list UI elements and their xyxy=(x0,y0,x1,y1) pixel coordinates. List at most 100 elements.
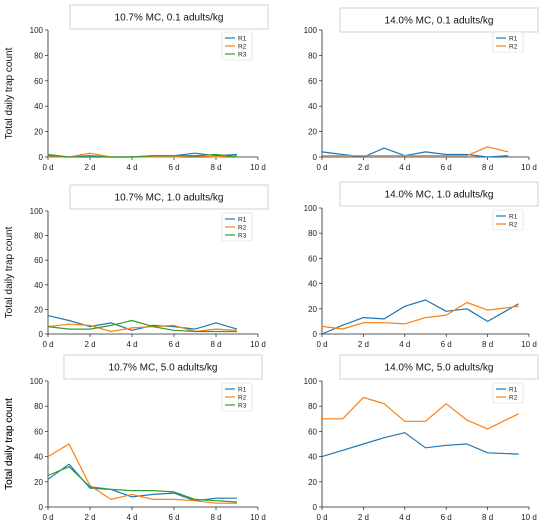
series-line-r2 xyxy=(321,301,519,330)
x-tick-label: 10 d xyxy=(521,340,537,349)
y-tick-label: 60 xyxy=(34,77,43,86)
x-tick-label: 2 d xyxy=(358,513,369,522)
x-tick-label: 10 d xyxy=(250,163,266,172)
legend-label: R2 xyxy=(238,394,247,401)
x-tick-label: 2 d xyxy=(84,340,95,349)
legend-label: R1 xyxy=(238,386,247,393)
y-tick-label: 40 xyxy=(34,453,43,462)
x-tick-label: 2 d xyxy=(358,340,369,349)
series-line-r2 xyxy=(322,396,519,430)
y-axis-label: Total daily trap count xyxy=(4,398,15,490)
x-tick-label: 4 d xyxy=(399,340,410,349)
legend-label: R3 xyxy=(238,232,247,239)
x-tick-label: 6 d xyxy=(168,340,179,349)
x-tick-label: 6 d xyxy=(168,513,179,522)
y-tick-label: 40 xyxy=(34,102,43,111)
y-tick-label: 20 xyxy=(308,305,317,314)
legend xyxy=(221,382,253,412)
x-tick-label: 0 d xyxy=(42,513,53,522)
legend-label: R1 xyxy=(509,386,518,393)
legend-label: R2 xyxy=(509,221,518,228)
legend-label: R3 xyxy=(238,51,247,58)
legend-label: R2 xyxy=(238,224,247,231)
chart-title: 14.0% MC, 1.0 adults/kg xyxy=(385,190,494,201)
y-tick-label: 60 xyxy=(308,427,317,436)
x-tick-label: 4 d xyxy=(399,163,410,172)
chart-title: 10.7% MC, 0.1 adults/kg xyxy=(115,13,224,24)
x-tick-label: 8 d xyxy=(210,163,221,172)
series-line-r3 xyxy=(47,319,237,333)
series-line-r2 xyxy=(47,443,237,504)
legend-label: R2 xyxy=(238,43,247,50)
x-tick-label: 10 d xyxy=(250,513,266,522)
legend-label: R2 xyxy=(509,394,518,401)
legend xyxy=(492,31,524,53)
y-tick-label: 40 xyxy=(308,280,317,289)
x-tick-label: 6 d xyxy=(441,513,452,522)
title-box xyxy=(63,354,263,380)
legend xyxy=(492,209,524,231)
x-tick-label: 0 d xyxy=(42,163,53,172)
y-tick-label: 60 xyxy=(34,256,43,265)
series-line-r1 xyxy=(321,432,519,458)
series-line-r1 xyxy=(321,299,519,335)
y-tick-label: 20 xyxy=(34,305,43,314)
x-tick-label: 8 d xyxy=(210,513,221,522)
y-tick-label: 0 xyxy=(39,503,44,512)
x-tick-label: 4 d xyxy=(126,513,137,522)
legend-label: R1 xyxy=(509,35,518,42)
y-tick-label: 100 xyxy=(304,26,318,35)
chart-panel-2: 14.0% MC, 0.1 adults/kg 0 20 40 60 80 100 0 d 2 … xyxy=(304,7,539,172)
series-line-r2 xyxy=(48,152,238,158)
chart-title: 14.0% MC, 0.1 adults/kg xyxy=(385,16,494,27)
title-box xyxy=(339,7,539,33)
legend-label: R1 xyxy=(238,35,247,42)
y-axis-label: Total daily trap count xyxy=(4,47,15,139)
y-tick-label: 100 xyxy=(304,204,318,213)
chart-panel-4: 14.0% MC, 1.0 adults/kg 0 20 40 60 80 100 0 d 2 … xyxy=(304,181,539,349)
legend-label: R2 xyxy=(509,43,518,50)
x-tick-label: 0 d xyxy=(316,513,327,522)
x-tick-label: 4 d xyxy=(399,513,410,522)
y-tick-label: 80 xyxy=(34,232,43,241)
y-tick-label: 0 xyxy=(39,153,44,162)
series-line-r3 xyxy=(47,466,238,503)
y-tick-label: 0 xyxy=(313,503,318,512)
x-tick-label: 2 d xyxy=(84,513,95,522)
legend-label: R1 xyxy=(509,213,518,220)
legend-label: R3 xyxy=(238,402,247,409)
chart-panel-1: 10.7% MC, 0.1 adults/kg 0 20 40 60 80 100 0 d 2 … xyxy=(4,4,269,172)
y-tick-label: 80 xyxy=(34,51,43,60)
y-tick-label: 80 xyxy=(308,51,317,60)
y-tick-label: 100 xyxy=(30,377,44,386)
y-tick-label: 0 xyxy=(39,330,44,339)
series-line-r3 xyxy=(47,153,238,158)
y-tick-label: 0 xyxy=(313,330,318,339)
title-box xyxy=(69,4,269,30)
x-tick-label: 6 d xyxy=(168,163,179,172)
x-tick-label: 0 d xyxy=(42,340,53,349)
x-tick-label: 8 d xyxy=(210,340,221,349)
x-tick-label: 2 d xyxy=(358,163,369,172)
x-tick-label: 10 d xyxy=(521,513,537,522)
title-box xyxy=(339,354,539,380)
series-line-r2 xyxy=(322,146,509,157)
series-line-r2 xyxy=(47,323,238,333)
y-tick-label: 40 xyxy=(308,102,317,111)
y-tick-label: 40 xyxy=(34,281,43,290)
y-tick-label: 60 xyxy=(308,77,317,86)
x-tick-label: 4 d xyxy=(126,340,137,349)
x-tick-label: 6 d xyxy=(441,163,452,172)
x-tick-label: 10 d xyxy=(250,340,266,349)
x-tick-label: 0 d xyxy=(316,163,327,172)
legend xyxy=(221,31,253,61)
y-tick-label: 20 xyxy=(308,478,317,487)
x-tick-label: 2 d xyxy=(84,163,95,172)
y-tick-label: 80 xyxy=(308,229,317,238)
x-tick-label: 0 d xyxy=(316,340,327,349)
chart-title: 10.7% MC, 5.0 adults/kg xyxy=(109,363,218,374)
legend-label: R1 xyxy=(238,216,247,223)
y-axis-label: Total daily trap count xyxy=(4,398,15,490)
x-tick-label: 8 d xyxy=(482,340,493,349)
